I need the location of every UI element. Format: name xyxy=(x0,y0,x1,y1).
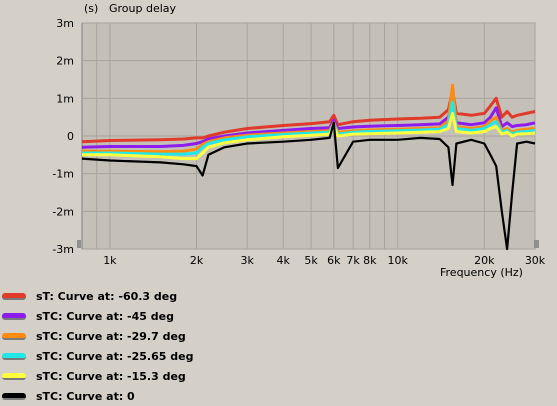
chart-title: Group delay xyxy=(109,2,177,15)
legend-item[interactable]: sT: Curve at: -60.3 deg xyxy=(2,286,302,306)
legend-swatch xyxy=(2,312,26,320)
series-line xyxy=(81,96,536,149)
x-tick-label: 20k xyxy=(474,254,495,267)
legend-label: sTC: Curve at: -29.7 deg xyxy=(36,329,186,343)
grid xyxy=(82,22,536,250)
y-tick-labels: 3m 2m 1m 0 -1m -2m -3m xyxy=(52,17,74,256)
legend-swatch xyxy=(2,292,26,300)
x-axis-label: Frequency (Hz) xyxy=(440,266,523,279)
x-tick-label: 5k xyxy=(304,254,318,267)
legend-label: sTC: Curve at: 0 xyxy=(36,389,135,403)
y-tick-label: -1m xyxy=(52,168,74,181)
x-tick-label: 7k xyxy=(346,254,360,267)
x-scroll-handle-right[interactable] xyxy=(534,240,539,248)
x-tick-label: 4k xyxy=(276,254,290,267)
x-tick-label: 30k xyxy=(525,254,546,267)
y-tick-label: -2m xyxy=(52,205,74,218)
legend-label: sTC: Curve at: -15.3 deg xyxy=(36,369,186,383)
y-tick-label: 0 xyxy=(67,130,74,143)
x-tick-label: 8k xyxy=(363,254,377,267)
group-delay-chart: (s) Group delay 3m 2m 1m 0 -1m -2m -3m 1k 2k 3k 4… xyxy=(52,2,546,279)
legend-item[interactable]: sTC: Curve at: -45 deg xyxy=(2,306,302,326)
legend-swatch xyxy=(2,372,26,380)
legend-label: sTC: Curve at: -45 deg xyxy=(36,309,174,323)
legend-swatch xyxy=(2,352,26,360)
y-tick-label: -3m xyxy=(52,243,74,256)
series-line xyxy=(82,111,536,161)
series-line xyxy=(81,89,536,144)
x-tick-label: 10k xyxy=(387,254,408,267)
x-tick-label: 3k xyxy=(241,254,255,267)
legend-item[interactable]: sTC: Curve at: -25.65 deg xyxy=(2,346,302,366)
y-unit-label: (s) xyxy=(84,2,98,15)
x-tick-label: 2k xyxy=(190,254,204,267)
y-tick-label: 2m xyxy=(56,55,74,68)
legend: sT: Curve at: -60.3 deg sTC: Curve at: -… xyxy=(2,286,302,406)
x-scroll-handle-left[interactable] xyxy=(77,240,81,248)
x-tick-label: 1k xyxy=(103,254,117,267)
legend-item[interactable]: sTC: Curve at: -29.7 deg xyxy=(2,326,302,346)
series-line xyxy=(81,121,536,251)
legend-item[interactable]: sTC: Curve at: 0 xyxy=(2,386,302,406)
legend-swatch xyxy=(2,392,26,400)
legend-item[interactable]: sTC: Curve at: -15.3 deg xyxy=(2,366,302,386)
x-tick-labels: 1k 2k 3k 4k 5k 6k 7k 8k 10k 20k 30k xyxy=(103,254,546,267)
y-tick-label: 3m xyxy=(56,17,74,30)
series-lines xyxy=(81,83,536,251)
y-tick-label: 1m xyxy=(56,92,74,105)
legend-swatch xyxy=(2,332,26,340)
x-tick-label: 6k xyxy=(327,254,341,267)
legend-label: sTC: Curve at: -25.65 deg xyxy=(36,349,194,363)
legend-label: sT: Curve at: -60.3 deg xyxy=(36,289,178,303)
